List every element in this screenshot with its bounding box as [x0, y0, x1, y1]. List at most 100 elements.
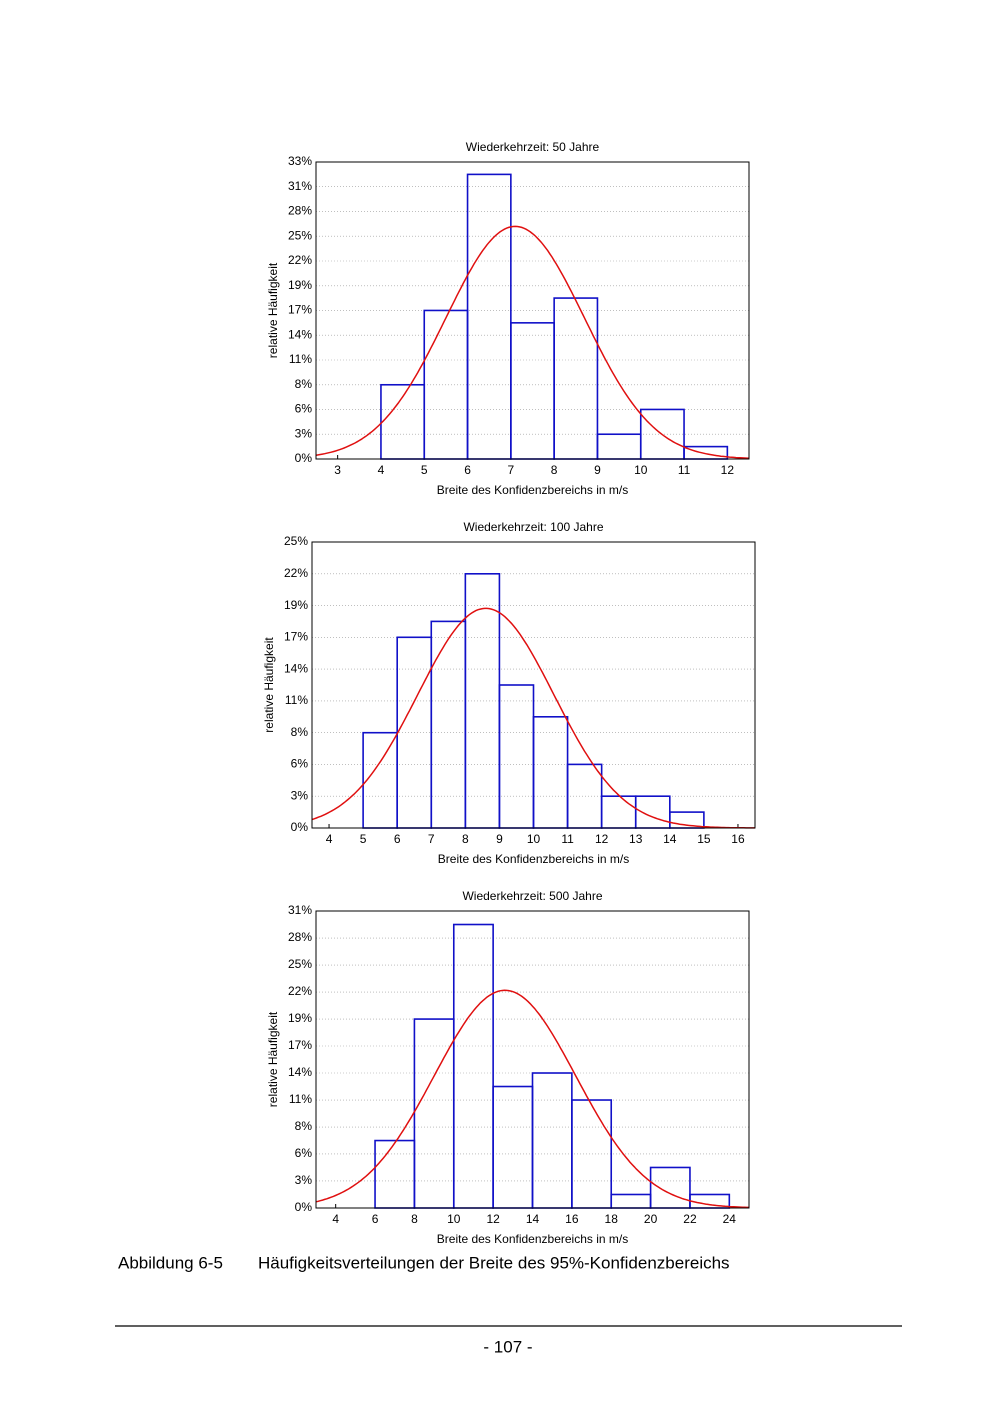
- bar: [596, 433, 642, 460]
- y-axis-label: relative Häufigkeit: [266, 1011, 280, 1107]
- x-tick-label: 4: [332, 1212, 339, 1226]
- y-tick-label: 25%: [284, 534, 308, 548]
- page-number: - 107 -: [483, 1337, 532, 1356]
- y-tick-label: 8%: [295, 377, 313, 391]
- y-tick-label: 19%: [288, 278, 312, 292]
- bar: [553, 297, 599, 460]
- x-tick-label: 22: [683, 1212, 697, 1226]
- bar: [466, 173, 512, 460]
- bar: [683, 445, 729, 460]
- bar: [430, 620, 467, 829]
- x-tick-label: 10: [634, 463, 648, 477]
- x-axis-label: Breite des Konfidenzbereichs in m/s: [437, 1232, 628, 1246]
- x-axis-label: Breite des Konfidenzbereichs in m/s: [437, 483, 628, 497]
- y-tick-label: 0%: [295, 1200, 313, 1214]
- y-tick-label: 25%: [288, 957, 312, 971]
- bar: [531, 1072, 573, 1209]
- bar: [452, 923, 494, 1209]
- fit-curve: [315, 989, 749, 1209]
- x-tick-label: 4: [378, 463, 385, 477]
- x-tick-label: 18: [605, 1212, 619, 1226]
- y-tick-label: 14%: [284, 661, 308, 675]
- bar: [649, 1166, 691, 1209]
- x-tick-label: 12: [595, 832, 609, 846]
- chart-title: Wiederkehrzeit: 100 Jahre: [463, 520, 603, 534]
- y-tick-label: 31%: [288, 903, 312, 917]
- y-tick-label: 28%: [288, 930, 312, 944]
- x-tick-label: 8: [462, 832, 469, 846]
- x-tick-label: 14: [663, 832, 677, 846]
- x-tick-label: 12: [721, 463, 735, 477]
- y-tick-label: 0%: [291, 820, 309, 834]
- y-tick-label: 25%: [288, 228, 312, 242]
- x-tick-label: 24: [723, 1212, 737, 1226]
- y-tick-label: 31%: [288, 179, 312, 193]
- bar: [600, 795, 637, 829]
- y-tick-label: 3%: [295, 1173, 313, 1187]
- x-tick-label: 7: [428, 832, 435, 846]
- bar: [610, 1193, 652, 1209]
- x-tick-label: 5: [360, 832, 367, 846]
- fit-curve: [311, 607, 755, 829]
- y-tick-label: 11%: [285, 693, 308, 707]
- y-tick-label: 22%: [284, 566, 308, 580]
- x-axis-label: Breite des Konfidenzbereichs in m/s: [438, 852, 629, 866]
- x-tick-label: 13: [629, 832, 643, 846]
- y-tick-label: 11%: [289, 352, 312, 366]
- y-axis-label: relative Häufigkeit: [266, 262, 280, 358]
- x-tick-label: 15: [697, 832, 711, 846]
- x-tick-label: 11: [561, 832, 574, 846]
- x-tick-label: 10: [527, 832, 541, 846]
- x-tick-label: 6: [464, 463, 471, 477]
- y-tick-label: 6%: [291, 757, 309, 771]
- plot-frame: [315, 910, 750, 1209]
- caption-number: Abbildung 6-5: [118, 1253, 223, 1272]
- bar: [464, 573, 501, 829]
- x-tick-label: 16: [565, 1212, 579, 1226]
- x-tick-label: 16: [731, 832, 745, 846]
- y-tick-label: 17%: [284, 629, 308, 643]
- x-tick-label: 6: [394, 832, 401, 846]
- caption-text: Häufigkeitsverteilungen der Breite des 9…: [258, 1253, 730, 1272]
- y-tick-label: 3%: [291, 788, 309, 802]
- plot-frame: [315, 161, 750, 460]
- fit-curve: [315, 225, 750, 459]
- plot-frame: [311, 541, 756, 829]
- x-tick-label: 14: [526, 1212, 540, 1226]
- y-tick-label: 17%: [288, 1038, 312, 1052]
- x-tick-label: 12: [486, 1212, 500, 1226]
- y-tick-label: 33%: [288, 154, 312, 168]
- x-tick-label: 6: [372, 1212, 379, 1226]
- x-tick-label: 11: [678, 463, 691, 477]
- y-tick-label: 0%: [295, 451, 313, 465]
- y-tick-label: 3%: [295, 426, 313, 440]
- y-tick-label: 28%: [288, 204, 312, 218]
- x-tick-label: 9: [496, 832, 503, 846]
- bar: [413, 1018, 455, 1209]
- y-tick-label: 14%: [288, 1065, 312, 1079]
- bar: [566, 763, 603, 829]
- bar: [498, 684, 535, 829]
- y-tick-label: 11%: [289, 1092, 312, 1106]
- bar: [492, 1085, 534, 1209]
- y-tick-label: 19%: [288, 1011, 312, 1025]
- x-tick-label: 3: [334, 463, 341, 477]
- y-tick-label: 22%: [288, 253, 312, 267]
- bar: [510, 322, 555, 460]
- x-tick-label: 10: [447, 1212, 461, 1226]
- x-tick-label: 7: [508, 463, 515, 477]
- x-tick-label: 9: [594, 463, 601, 477]
- x-tick-label: 4: [326, 832, 333, 846]
- y-tick-label: 14%: [288, 327, 312, 341]
- chart-title: Wiederkehrzeit: 500 Jahre: [462, 889, 602, 903]
- x-tick-label: 5: [421, 463, 428, 477]
- x-tick-label: 8: [411, 1212, 418, 1226]
- x-tick-label: 8: [551, 463, 558, 477]
- bar: [362, 731, 398, 829]
- bar: [374, 1139, 416, 1209]
- chart-title: Wiederkehrzeit: 50 Jahre: [466, 140, 600, 154]
- y-tick-label: 19%: [284, 598, 308, 612]
- y-tick-label: 6%: [295, 402, 313, 416]
- y-tick-label: 8%: [295, 1119, 313, 1133]
